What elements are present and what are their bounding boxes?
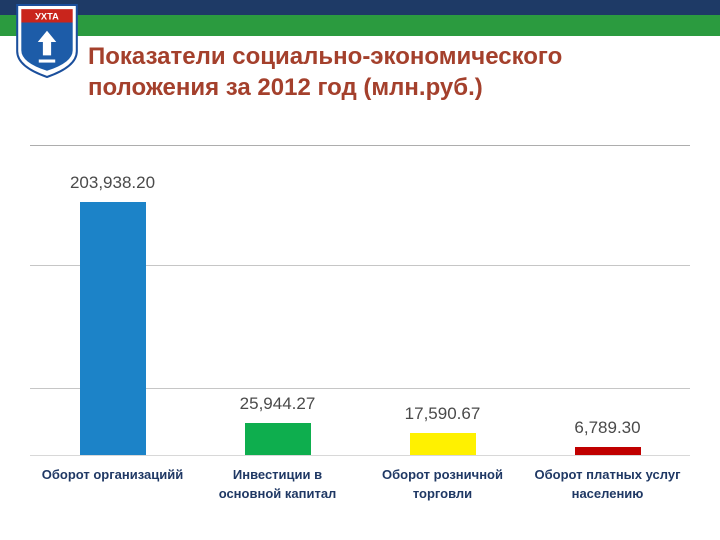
bar-value-label: 17,590.67 — [404, 404, 481, 423]
bar-value-label: 203,938.20 — [69, 173, 156, 192]
bar-column: 203,938.20 — [30, 145, 195, 455]
category-label: Инвестиции в основной капитал — [218, 467, 337, 501]
category-label: Оборот платных услуг населению — [534, 467, 681, 501]
coat-of-arms-icon: УХТА — [16, 4, 78, 78]
logo-text: УХТА — [35, 11, 59, 21]
chart-baseline — [30, 455, 690, 456]
ukhta-coat-of-arms-logo: УХТА — [16, 4, 78, 78]
bar — [574, 447, 641, 455]
bar-column: 6,789.30 — [525, 145, 690, 455]
header-stripe-green — [0, 15, 720, 36]
header-stripe-navy — [0, 0, 720, 15]
bar — [244, 423, 311, 455]
bar-column: 17,590.67 — [360, 145, 525, 455]
bar — [79, 202, 146, 455]
slide-title: Показатели социально-экономического поло… — [88, 41, 688, 103]
chart-top-border — [30, 145, 690, 146]
title-line-1: Показатели социально-экономического — [88, 43, 563, 70]
chart-plot-area: 203,938.20 25,944.27 17,590.67 6,789.30 — [30, 145, 690, 456]
category-labels-row: Оборот организацийй Инвестиции в основной … — [30, 466, 690, 504]
bar — [409, 433, 476, 455]
bar-value-label: 25,944.27 — [239, 394, 316, 413]
bar-column: 25,944.27 — [195, 145, 360, 455]
bar-value-label: 6,789.30 — [574, 418, 641, 437]
category-label: Оборот розничной торговли — [382, 467, 503, 501]
title-line-2: положения за 2012 год (млн.руб.) — [88, 74, 483, 101]
category-label: Оборот организацийй — [41, 467, 184, 482]
bars-row: 203,938.20 25,944.27 17,590.67 6,789.30 — [30, 145, 690, 455]
gridline — [30, 265, 690, 266]
gridline — [30, 388, 690, 389]
